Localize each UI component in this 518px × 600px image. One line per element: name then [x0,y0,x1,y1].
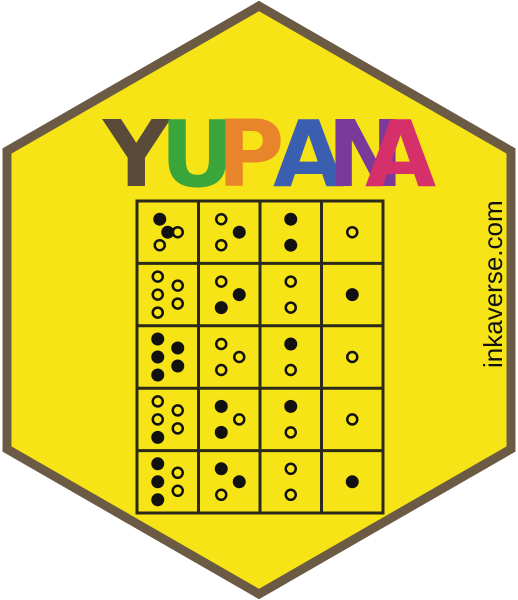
title-word: Y U P A N A [102,101,436,208]
filled-token [284,399,298,413]
filled-token [153,212,167,226]
empty-token [215,212,228,226]
filled-token [161,225,175,239]
filled-token [151,368,165,382]
filled-token [151,475,165,489]
filled-token [284,337,298,351]
empty-token [215,275,228,288]
empty-token [215,488,228,502]
title-letter-6: A [365,101,436,208]
empty-token [171,422,184,435]
filled-token [151,350,165,364]
empty-token [233,350,246,364]
empty-token [151,306,164,319]
empty-token [233,413,246,426]
empty-token [153,238,166,252]
empty-token [151,413,164,426]
title-letter-3: P [217,101,284,208]
filled-token [345,475,359,489]
empty-token [346,350,359,364]
filled-token [151,493,165,507]
filled-token [232,225,246,239]
title-letter-5: N [327,101,404,208]
empty-token [284,275,297,288]
filled-token [232,475,246,489]
filled-token [214,301,228,315]
empty-token [171,279,184,292]
filled-token [151,457,165,471]
filled-token [151,430,165,444]
filled-token [171,341,185,355]
empty-token [346,413,359,426]
empty-token [171,466,184,480]
empty-token [171,484,184,498]
title-letter-2: U [160,101,235,208]
filled-token [214,462,228,476]
empty-token [284,426,297,439]
empty-token [151,288,164,301]
title-letter-4: A [273,101,344,208]
empty-token [346,225,359,239]
title-letter-1: Y [102,101,171,208]
yupana-counting-board [135,199,385,515]
empty-token [284,462,297,476]
filled-token [214,425,228,439]
empty-token [171,297,184,310]
filled-token [151,332,165,346]
empty-token [215,363,228,377]
empty-token [171,404,184,417]
website-label: inkaverse.com [478,200,508,368]
empty-token [151,395,164,408]
empty-token [284,363,297,377]
filled-token [345,288,359,302]
empty-token [151,270,164,283]
empty-token [284,301,297,314]
filled-token [284,212,298,226]
filled-token [171,359,185,373]
filled-token [214,399,228,413]
filled-token [232,288,246,302]
empty-token [284,488,297,502]
filled-token [284,238,298,252]
empty-token [215,238,228,252]
empty-token [215,337,228,351]
